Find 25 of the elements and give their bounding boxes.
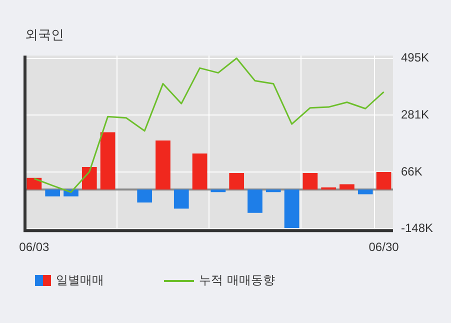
y-tick-label: -148K [400,221,434,236]
x-tick-label: 06/03 [19,240,50,254]
y-tick-label: 495K [400,50,430,65]
bar [82,166,97,190]
chart-title: 외국인 [25,28,64,44]
y-tick-label: 281K [400,107,430,122]
bar [174,190,189,209]
bar [284,190,300,228]
bar [156,140,170,190]
bar [358,190,373,194]
bar [302,173,318,190]
bar [229,173,244,190]
legend-label: 누적 매매동향 [199,272,275,289]
y-tick-label: 66K [400,164,422,178]
legend-label: 일별매매 [56,272,104,289]
bar [137,190,152,202]
bar [45,190,60,196]
bar [340,184,354,190]
bar [210,190,226,192]
bar [266,190,281,192]
bar [376,172,392,190]
x-tick-label: 06/30 [368,240,400,254]
bar [192,153,208,190]
bar [100,132,116,190]
bar [248,190,262,213]
